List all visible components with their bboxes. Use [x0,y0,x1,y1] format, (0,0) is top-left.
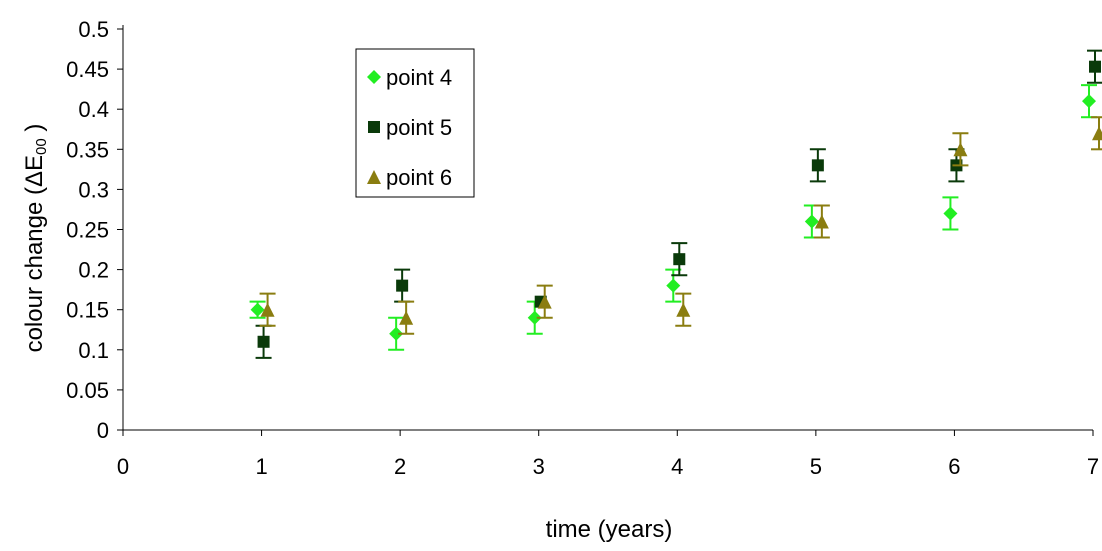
x-tick-label: 7 [1087,454,1099,479]
data-point [676,302,691,317]
y-tick-label: 0.1 [78,338,109,363]
legend-label-point-4: point 4 [386,65,452,90]
data-point [396,279,409,292]
y-axis-title-close: ) [21,124,48,139]
data-point [814,214,829,229]
data-point [399,310,414,325]
data-point [666,278,681,293]
axes: 0 0.05 0.1 0.15 0.2 0.25 0.3 0.35 0.4 0.45 0.5 0 1 2 3… [66,17,1099,479]
y-tick-label: 0.3 [78,177,109,202]
data-point [389,326,404,341]
data-point [537,294,552,309]
legend-label-point-5: point 5 [386,115,452,140]
y-tick-label: 0 [97,418,109,443]
data-point [257,335,270,348]
series-point-6 [259,116,1102,335]
x-tick-label: 3 [533,454,545,479]
data-point [527,310,542,325]
series-point-4 [249,84,1097,351]
y-tick-label: 0.35 [66,137,109,162]
y-tick-label: 0.5 [78,17,109,42]
legend: point 4 point 5 point 6 [355,48,475,198]
legend-marker-point-5 [368,121,380,133]
legend-marker-point-4 [367,70,381,84]
data-point [260,302,275,317]
x-tick-label: 6 [948,454,960,479]
y-tick-label: 0.25 [66,218,109,243]
y-tick-label: 0.05 [66,378,109,403]
y-axis-title-subscript: 00 [33,138,50,155]
y-axis-title: colour change (ΔE00 ) [21,124,50,353]
data-point [250,302,265,317]
x-tick-label: 2 [394,454,406,479]
x-axis-title: time (years) [546,516,673,543]
data-point [953,142,968,157]
data-point [1092,126,1102,141]
data-point [804,214,819,229]
data-point [1082,94,1096,109]
data-point [943,206,958,221]
y-tick-label: 0.4 [78,97,109,122]
data-point [1089,60,1101,73]
x-tick-label: 5 [810,454,822,479]
x-tick-label: 4 [671,454,683,479]
data-marks [249,49,1102,359]
y-tick-label: 0.45 [66,57,109,82]
x-tick-label: 0 [117,454,129,479]
x-tick-label: 1 [255,454,267,479]
data-point [811,159,824,172]
legend-marker-point-6 [367,170,381,184]
data-point [673,253,686,266]
y-tick-label: 0.2 [78,258,109,283]
y-tick-label: 0.15 [66,298,109,323]
legend-label-point-6: point 6 [386,165,452,190]
y-axis-title-main: colour change (ΔE [21,155,48,352]
